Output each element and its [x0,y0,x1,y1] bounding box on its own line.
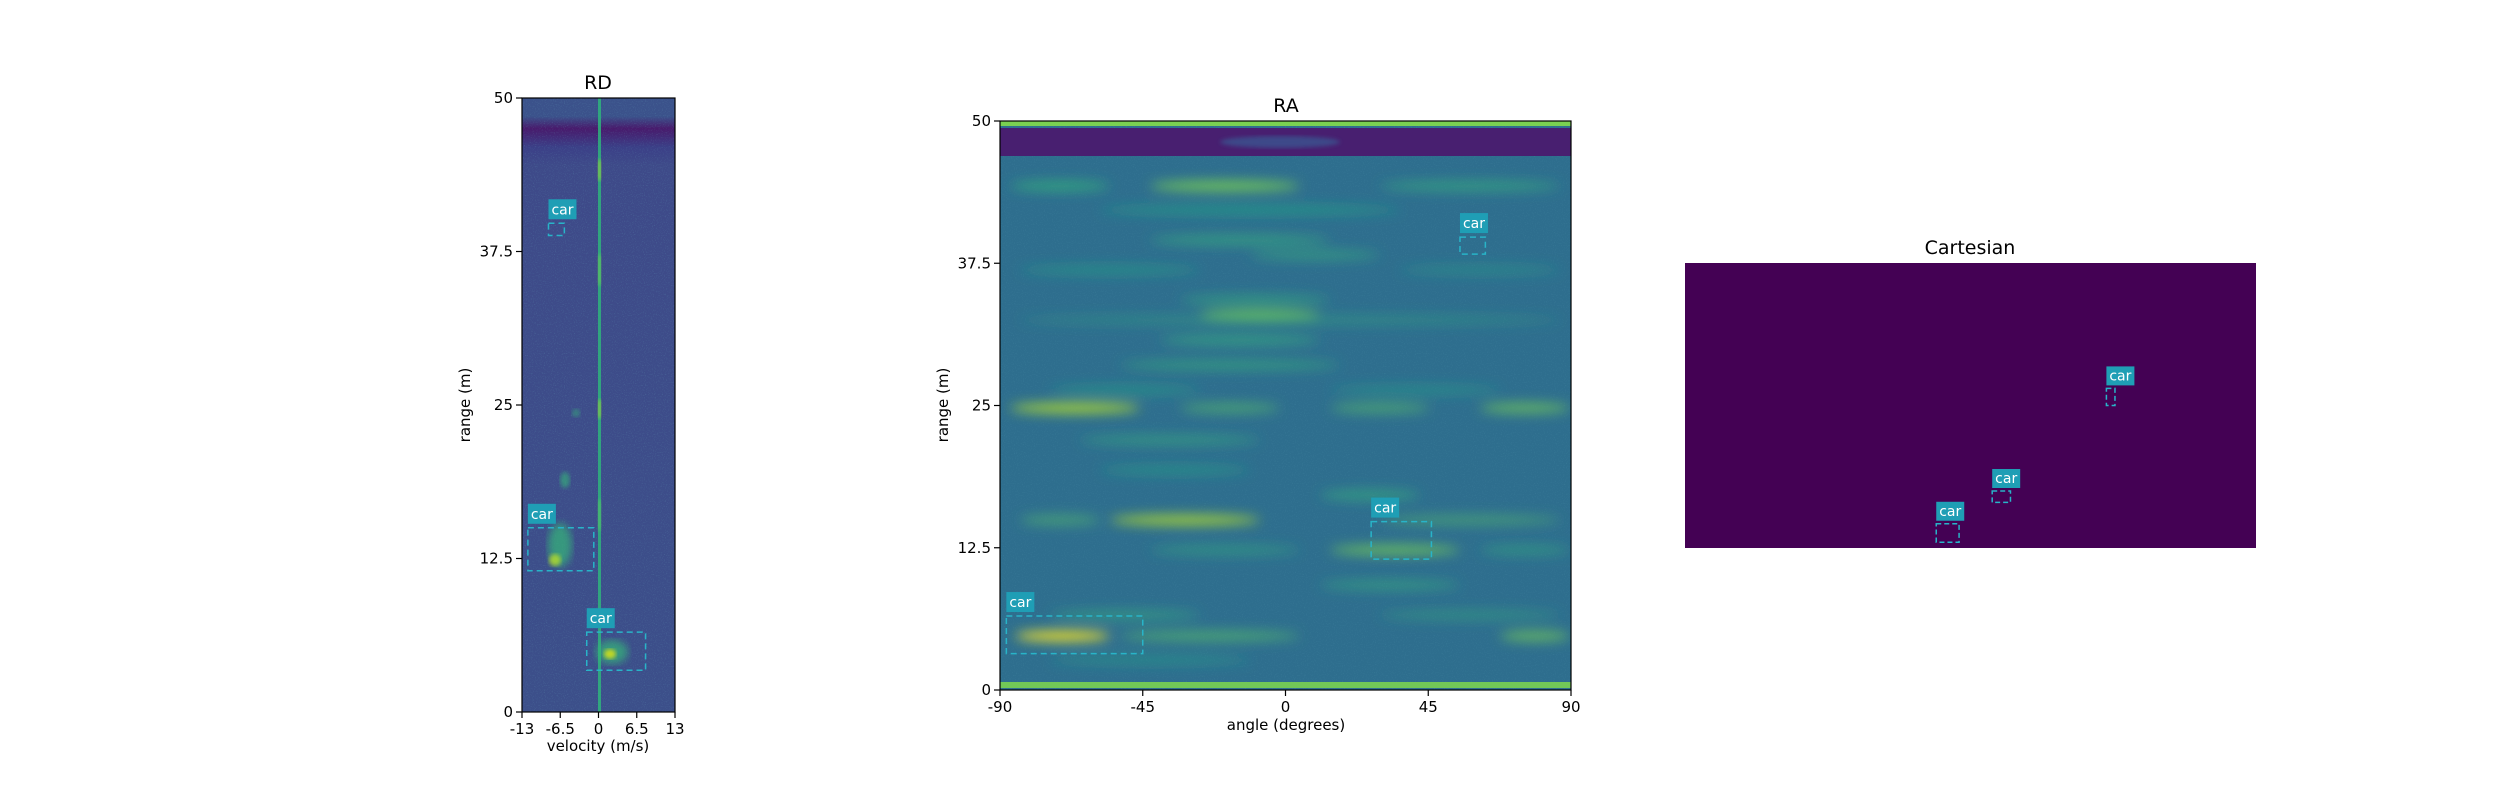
rd-xtick-label: -13 [510,720,535,738]
ra-title: RA [1273,95,1298,117]
ra-panel: RA car car car -90 -45 0 45 90 0 12.5 25 37.5 50 an… [934,95,1581,734]
ra-detection-label: car [1374,501,1396,517]
rd-xtick-label: 6.5 [625,720,649,738]
rd-xtick-label: 13 [665,720,684,738]
ra-xlabel: angle (degrees) [1227,716,1345,734]
ra-xtick-label: -45 [1131,698,1156,716]
ra-xtick-label: -90 [988,698,1013,716]
ra-ytick-label: 12.5 [958,539,991,557]
rd-xtick-label: -6.5 [546,720,575,738]
cartesian-panel: Cartesian car car car [1685,237,2256,548]
ra-ytick-label: 25 [972,397,991,415]
cartesian-title: Cartesian [1925,237,2016,259]
ra-ylabel: range (m) [934,368,952,443]
rd-ylabel: range (m) [456,368,474,443]
ra-ytick-label: 0 [981,681,991,699]
cartesian-detection-label: car [1995,471,2017,487]
rd-detection-label: car [531,507,553,523]
cartesian-heatmap [1685,263,2256,548]
rd-ytick-label: 12.5 [480,550,513,568]
rd-detection-label: car [551,202,573,218]
rd-xlabel: velocity (m/s) [547,737,650,755]
ra-xtick-label: 45 [1419,698,1438,716]
ra-ytick-label: 37.5 [958,254,991,272]
rd-ytick-label: 0 [503,703,513,721]
cartesian-detection-label: car [1939,504,1961,520]
rd-xtick-label: 0 [594,720,604,738]
ra-detection-label: car [1463,216,1485,232]
rd-ytick-label: 37.5 [480,243,513,261]
rd-ytick-label: 25 [494,396,513,414]
rd-ytick-label: 50 [494,89,513,107]
rd-title: RD [584,72,612,94]
ra-xtick-label: 0 [1281,698,1291,716]
ra-xtick-label: 90 [1561,698,1580,716]
ra-ytick-label: 50 [972,112,991,130]
ra-detection-label: car [1009,595,1031,611]
rd-detection-label: car [590,611,612,627]
cartesian-detection-label: car [2109,368,2131,384]
ra-heatmap [1000,121,1571,690]
